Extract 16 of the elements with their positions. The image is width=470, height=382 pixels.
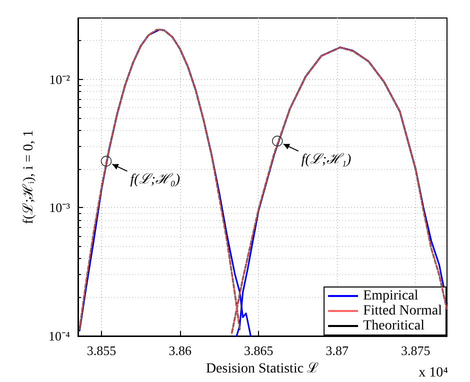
y-axis-title: f(ℒ;ℋᵢ), i = 0, 1 [22,130,36,224]
x-tick-label: 3.86 [168,343,192,358]
x-tick-label: 3.855 [86,343,116,358]
y-tick-label: 10⁻³ [49,200,70,216]
legend-label: Empirical [363,288,418,304]
x-tick-label: 3.865 [244,343,274,358]
text: x 10⁴ [418,366,448,380]
annotation: f(ℒ;ℋ₁) [301,152,352,168]
y-tick-label: 10⁻² [49,72,70,87]
x-tick-label: 3.875 [400,343,430,358]
x-tick-label: 3.87 [326,343,349,358]
y-tick-label: 10⁻⁴ [48,328,70,344]
legend-label: Fitted Normal [363,304,442,318]
legend-label: Theoritical [363,318,425,334]
annotation: f(ℒ;ℋ₀) [130,172,180,188]
x-axis-title: Desision Statistic ℒ [206,361,320,376]
